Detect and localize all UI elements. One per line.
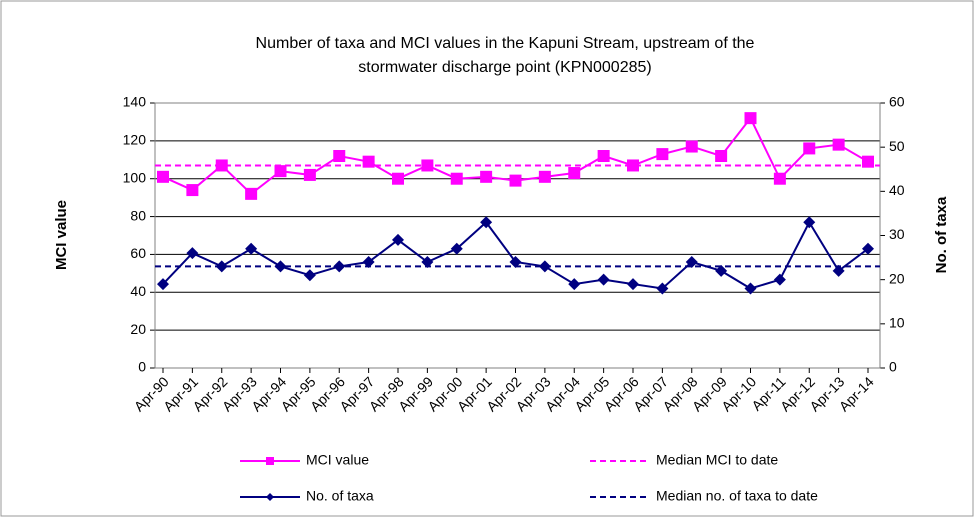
- marker: [685, 256, 698, 268]
- y-axis-title: MCI value: [53, 200, 70, 270]
- marker: [597, 273, 610, 286]
- legend-label: No. of taxa: [306, 488, 374, 504]
- marker: [685, 140, 698, 153]
- marker: [597, 150, 610, 162]
- y2-tick-label: 60: [889, 94, 905, 110]
- marker: [656, 148, 669, 161]
- marker: [421, 159, 434, 172]
- legend-label: MCI value: [306, 452, 369, 468]
- marker: [245, 187, 258, 200]
- y-tick-label: 20: [130, 321, 146, 337]
- marker: [450, 242, 463, 255]
- y-tick-label: 80: [130, 207, 146, 223]
- marker: [538, 170, 551, 183]
- marker: [274, 165, 287, 178]
- marker: [568, 167, 581, 180]
- marker: [509, 174, 522, 187]
- plot-area: [154, 102, 881, 369]
- marker: [333, 260, 346, 273]
- y-tick-label: 0: [138, 359, 146, 375]
- marker: [274, 260, 287, 273]
- y-tick-label: 60: [130, 245, 146, 261]
- marker: [157, 278, 169, 291]
- marker: [715, 264, 728, 277]
- y2-axis-title: No. of taxa: [933, 196, 950, 273]
- marker: [744, 112, 757, 125]
- marker: [303, 269, 316, 282]
- legend-label: Median MCI to date: [656, 452, 778, 468]
- y2-tick-label: 20: [889, 270, 905, 286]
- marker: [862, 242, 874, 255]
- marker: [362, 155, 375, 168]
- marker: [627, 159, 639, 172]
- marker: [744, 282, 757, 295]
- marker: [803, 216, 816, 229]
- marker: [362, 256, 375, 268]
- marker: [832, 264, 845, 277]
- marker: [215, 159, 228, 172]
- y2-tick-label: 10: [889, 315, 905, 331]
- chart-title: Number of taxa and MCI values in the Kap…: [256, 35, 755, 52]
- marker: [186, 247, 199, 260]
- marker: [627, 278, 639, 291]
- marker: [480, 216, 493, 229]
- y2-tick-label: 30: [889, 226, 905, 242]
- y2-tick-label: 0: [889, 359, 897, 375]
- marker: [862, 155, 874, 168]
- marker: [509, 256, 522, 268]
- chart-title: stormwater discharge point (KPN000285): [358, 59, 651, 76]
- marker: [803, 142, 816, 155]
- legend-marker: [266, 457, 274, 465]
- y-tick-label: 140: [123, 94, 147, 110]
- marker: [157, 170, 169, 183]
- legend-label: Median no. of taxa to date: [656, 488, 818, 504]
- marker: [245, 242, 258, 255]
- marker: [215, 260, 228, 273]
- marker: [568, 278, 581, 291]
- legend-marker: [266, 493, 274, 501]
- y-tick-label: 40: [130, 283, 146, 299]
- marker: [656, 282, 669, 295]
- marker: [303, 168, 316, 181]
- y2-tick-label: 40: [889, 182, 905, 198]
- marker: [832, 138, 845, 151]
- marker: [333, 150, 346, 162]
- marker: [715, 150, 728, 162]
- marker: [421, 256, 434, 268]
- y-tick-label: 100: [123, 169, 147, 185]
- marker: [392, 233, 404, 246]
- marker: [186, 184, 199, 197]
- marker: [773, 273, 786, 286]
- marker: [538, 260, 551, 273]
- marker: [480, 170, 493, 183]
- marker: [450, 172, 463, 185]
- marker: [773, 172, 786, 185]
- y2-tick-label: 50: [889, 138, 905, 154]
- y-tick-label: 120: [123, 132, 147, 148]
- marker: [392, 172, 404, 185]
